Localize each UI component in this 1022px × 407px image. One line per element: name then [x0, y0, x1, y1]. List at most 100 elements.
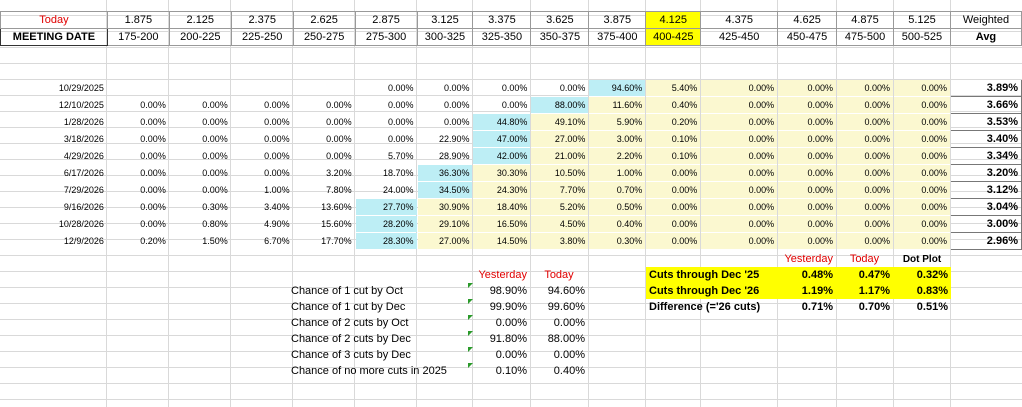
probability-cell[interactable]: 0.00% — [700, 215, 778, 233]
probability-cell[interactable]: 0.00% — [140, 100, 166, 110]
probability-cell[interactable]: 0.00% — [140, 202, 166, 212]
probability-cell[interactable]: 0.00% — [777, 79, 837, 97]
summary-today-value[interactable]: 1.17% — [836, 283, 893, 299]
probability-cell[interactable]: 27.00% — [530, 130, 589, 148]
probability-cell[interactable]: 6.70% — [264, 236, 290, 246]
summary-yesterday-value[interactable]: 1.19% — [778, 283, 836, 299]
probability-cell[interactable]: 7.80% — [326, 185, 352, 195]
probability-cell[interactable]: 0.00% — [836, 181, 894, 199]
probability-cell[interactable]: 3.20% — [326, 168, 352, 178]
summary-today-value[interactable]: 0.70% — [858, 301, 890, 313]
probability-cell[interactable]: 0.40% — [588, 215, 646, 233]
cuts-today-value[interactable]: 88.00% — [547, 333, 585, 345]
probability-cell[interactable]: 0.00% — [700, 147, 778, 165]
probability-cell[interactable]: 3.40% — [264, 202, 290, 212]
probability-cell[interactable]: 0.00% — [893, 198, 951, 216]
summary-dotplot-value[interactable]: 0.32% — [893, 267, 951, 283]
probability-cell[interactable]: 0.00% — [264, 168, 290, 178]
probability-cell[interactable]: 34.50% — [417, 181, 473, 199]
probability-cell[interactable]: 15.60% — [321, 219, 352, 229]
summary-dotplot-value[interactable]: 0.51% — [916, 301, 948, 313]
probability-cell[interactable]: 0.00% — [777, 198, 837, 216]
probability-cell[interactable]: 0.70% — [588, 181, 646, 199]
probability-cell[interactable]: 0.00% — [836, 113, 894, 131]
probability-cell[interactable]: 0.00% — [202, 100, 228, 110]
probability-cell[interactable] — [231, 80, 293, 97]
probability-cell[interactable]: 0.00% — [140, 117, 166, 127]
probability-cell[interactable]: 30.30% — [472, 164, 531, 182]
probability-cell[interactable]: 24.30% — [472, 181, 531, 199]
probability-cell[interactable]: 18.70% — [382, 168, 414, 178]
probability-cell[interactable]: 0.00% — [893, 79, 951, 97]
probability-cell[interactable]: 0.00% — [387, 83, 414, 93]
probability-cell[interactable]: 14.50% — [472, 232, 531, 250]
probability-cell[interactable]: 0.00% — [140, 134, 166, 144]
meeting-date[interactable]: 12/10/2025 — [58, 100, 104, 110]
probability-cell[interactable]: 0.00% — [777, 113, 837, 131]
probability-cell[interactable]: 0.00% — [202, 168, 228, 178]
probability-cell[interactable]: 4.90% — [264, 219, 290, 229]
weighted-avg-cell[interactable]: 3.12% — [949, 181, 1022, 199]
probability-cell[interactable]: 0.00% — [645, 232, 701, 250]
weighted-avg-cell[interactable]: 3.04% — [949, 198, 1022, 216]
summary-today-value[interactable]: 0.47% — [836, 267, 893, 283]
probability-cell[interactable]: 42.00% — [472, 147, 531, 165]
weighted-avg-cell[interactable]: 3.66% — [949, 96, 1022, 114]
probability-cell[interactable]: 11.60% — [588, 96, 646, 114]
probability-cell[interactable]: 0.00% — [501, 100, 528, 110]
probability-cell[interactable]: 28.30% — [355, 232, 418, 250]
probability-cell[interactable]: 0.00% — [836, 232, 894, 250]
probability-cell[interactable]: 0.00% — [700, 96, 778, 114]
weighted-avg-cell[interactable]: 3.89% — [949, 79, 1022, 97]
probability-cell[interactable]: 0.00% — [202, 134, 228, 144]
summary-yesterday-value[interactable]: 0.71% — [801, 301, 833, 313]
probability-cell[interactable]: 0.00% — [140, 185, 166, 195]
probability-cell[interactable]: 0.00% — [559, 83, 586, 93]
probability-cell[interactable]: 0.00% — [777, 147, 837, 165]
probability-cell[interactable]: 5.20% — [530, 198, 589, 216]
probability-cell[interactable]: 0.00% — [893, 147, 951, 165]
probability-cell[interactable]: 16.50% — [472, 215, 531, 233]
probability-cell[interactable]: 0.00% — [645, 164, 701, 182]
probability-cell[interactable] — [169, 80, 231, 97]
probability-cell[interactable]: 29.10% — [417, 215, 473, 233]
probability-cell[interactable]: 1.00% — [264, 185, 290, 195]
probability-cell[interactable]: 2.20% — [588, 147, 646, 165]
probability-cell[interactable]: 0.00% — [777, 181, 837, 199]
probability-cell[interactable]: 0.10% — [645, 147, 701, 165]
probability-cell[interactable]: 0.10% — [645, 130, 701, 148]
cuts-today-value[interactable]: 0.00% — [553, 349, 585, 361]
probability-cell[interactable]: 3.80% — [530, 232, 589, 250]
probability-cell[interactable]: 28.90% — [438, 151, 470, 161]
cuts-today-value[interactable]: 0.00% — [553, 317, 585, 329]
probability-cell[interactable]: 0.00% — [836, 198, 894, 216]
probability-cell[interactable]: 0.00% — [893, 181, 951, 199]
meeting-date[interactable]: 4/29/2026 — [63, 151, 104, 161]
probability-cell[interactable]: 0.00% — [202, 117, 228, 127]
probability-cell[interactable]: 0.00% — [777, 232, 837, 250]
probability-cell[interactable]: 0.00% — [140, 151, 166, 161]
probability-cell[interactable]: 17.70% — [321, 236, 352, 246]
probability-cell[interactable]: 0.00% — [893, 130, 951, 148]
summary-yesterday-value[interactable]: 0.48% — [778, 267, 836, 283]
probability-cell[interactable]: 22.90% — [438, 134, 470, 144]
probability-cell[interactable]: 0.30% — [588, 232, 646, 250]
probability-cell[interactable]: 0.00% — [700, 113, 778, 131]
probability-cell[interactable]: 0.00% — [326, 134, 352, 144]
probability-cell[interactable]: 0.00% — [645, 215, 701, 233]
probability-cell[interactable]: 0.00% — [326, 151, 352, 161]
probability-cell[interactable]: 94.60% — [588, 79, 646, 97]
probability-cell[interactable]: 0.00% — [326, 117, 352, 127]
probability-cell[interactable]: 18.40% — [472, 198, 531, 216]
cuts-yesterday-value[interactable]: 0.00% — [468, 315, 530, 331]
probability-cell[interactable]: 4.50% — [530, 215, 589, 233]
probability-cell[interactable]: 0.00% — [777, 130, 837, 148]
probability-cell[interactable]: 0.00% — [777, 164, 837, 182]
meeting-date[interactable]: 10/29/2025 — [58, 83, 104, 93]
probability-cell[interactable]: 0.00% — [264, 151, 290, 161]
weighted-avg-cell[interactable]: 3.40% — [949, 130, 1022, 148]
probability-cell[interactable]: 5.90% — [588, 113, 646, 131]
probability-cell[interactable]: 0.50% — [588, 198, 646, 216]
probability-cell[interactable]: 0.00% — [387, 100, 414, 110]
probability-cell[interactable]: 0.00% — [836, 215, 894, 233]
